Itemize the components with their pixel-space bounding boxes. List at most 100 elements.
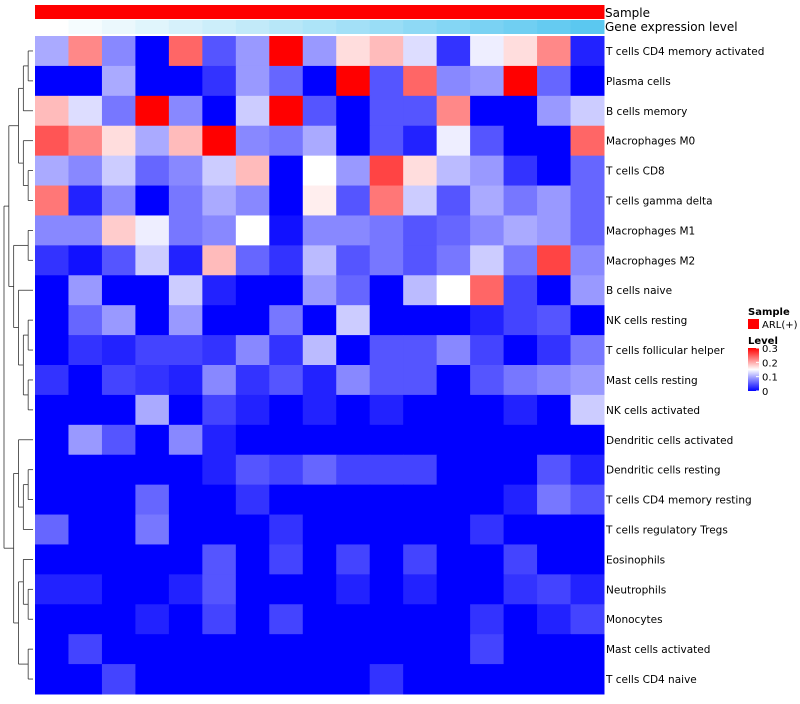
heatmap-cell xyxy=(336,604,371,635)
annotation-label-gene-expression: Gene expression level xyxy=(605,20,738,34)
row-label: Macrophages M0 xyxy=(606,136,695,148)
annotation-cell-gene-expression xyxy=(135,20,170,34)
heatmap-cell xyxy=(35,544,69,575)
heatmap-cell xyxy=(537,394,572,426)
heatmap-cell xyxy=(302,544,337,575)
heatmap-cell xyxy=(436,365,471,396)
heatmap-cell xyxy=(336,305,371,336)
heatmap-cell xyxy=(336,424,371,456)
heatmap-cell xyxy=(35,95,69,127)
legend-level-title: Level xyxy=(748,336,778,347)
heatmap-cell xyxy=(503,454,538,486)
annotation-cell-sample xyxy=(135,5,170,19)
heatmap-cell xyxy=(302,335,337,366)
heatmap-cell xyxy=(35,245,69,276)
heatmap-cell xyxy=(168,215,203,246)
heatmap-cell xyxy=(101,335,136,366)
row-dendrogram xyxy=(3,50,33,680)
heatmap-cell xyxy=(302,604,337,635)
heatmap-cell xyxy=(302,36,337,67)
heatmap-cell xyxy=(537,275,572,306)
heatmap-cell xyxy=(269,155,304,187)
annotation-cell-sample xyxy=(269,5,304,19)
heatmap-cell xyxy=(269,604,304,635)
annotation-cell-sample xyxy=(168,5,203,19)
heatmap-cell xyxy=(436,544,471,575)
heatmap-cell xyxy=(537,544,572,575)
legend-sample-title: Sample xyxy=(748,307,790,318)
heatmap-cell xyxy=(436,335,471,366)
heatmap-cell xyxy=(68,424,103,456)
heatmap-cell xyxy=(537,305,572,336)
annotation-cell-sample xyxy=(537,5,572,19)
heatmap-cell xyxy=(135,604,170,635)
annotation-cell-gene-expression xyxy=(369,20,404,34)
heatmap-cell xyxy=(235,424,270,456)
heatmap-cell xyxy=(503,365,538,396)
heatmap-cell xyxy=(168,185,203,216)
heatmap-cell xyxy=(202,155,237,187)
heatmap-cell xyxy=(168,424,203,456)
heatmap-cell xyxy=(537,65,572,97)
heatmap-cell xyxy=(235,245,270,276)
heatmap-cell xyxy=(202,275,237,306)
annotation-cell-gene-expression xyxy=(302,20,337,34)
heatmap-cell xyxy=(269,454,304,486)
heatmap-cell xyxy=(101,544,136,575)
heatmap-cell xyxy=(503,514,538,545)
row-label: T cells CD8 xyxy=(605,166,665,178)
heatmap-cell xyxy=(470,574,505,605)
annotation-cell-sample xyxy=(202,5,237,19)
heatmap-cell xyxy=(336,514,371,545)
heatmap-cell xyxy=(336,335,371,366)
heatmap-cell xyxy=(436,185,471,216)
heatmap-cell xyxy=(101,245,136,276)
annotation-cell-sample xyxy=(403,5,438,19)
heatmap-cell xyxy=(570,394,605,426)
row-label: T cells CD4 memory activated xyxy=(605,46,764,58)
heatmap-cell xyxy=(135,185,170,216)
heatmap-cell xyxy=(470,36,505,67)
heatmap-cell xyxy=(168,604,203,635)
heatmap-cell xyxy=(101,394,136,426)
annotation-cell-gene-expression xyxy=(570,20,605,34)
heatmap-cell xyxy=(302,185,337,216)
legend-tick-label: 0.2 xyxy=(762,358,778,369)
heatmap-cell xyxy=(537,424,572,456)
heatmap-cell xyxy=(269,544,304,575)
heatmap-cell xyxy=(168,245,203,276)
heatmap-cell xyxy=(570,305,605,336)
heatmap-cell xyxy=(269,365,304,396)
heatmap-cell xyxy=(101,275,136,306)
heatmap-cell xyxy=(436,155,471,187)
heatmap-cell xyxy=(436,125,471,157)
heatmap-cell xyxy=(68,574,103,605)
heatmap-cell xyxy=(336,574,371,605)
heatmap-cell xyxy=(235,305,270,336)
heatmap-cell xyxy=(470,155,505,187)
heatmap-cell xyxy=(403,604,438,635)
heatmap-cell xyxy=(537,604,572,635)
heatmap-cell xyxy=(168,634,203,665)
heatmap-cell xyxy=(570,275,605,306)
annotation-cell-gene-expression xyxy=(68,20,103,34)
row-label: Neutrophils xyxy=(606,584,666,596)
heatmap-cell xyxy=(570,125,605,157)
legend-tick-label: 0.3 xyxy=(762,344,778,355)
heatmap-cell xyxy=(436,95,471,127)
heatmap-cell xyxy=(202,95,237,127)
heatmap-cell xyxy=(68,305,103,336)
heatmap-cell xyxy=(101,365,136,396)
annotation-cell-gene-expression xyxy=(168,20,203,34)
legend-level-colorbar xyxy=(748,348,759,391)
heatmap-cell xyxy=(369,544,404,575)
annotation-cell-sample xyxy=(35,5,69,19)
annotation-cell-gene-expression xyxy=(35,20,69,34)
heatmap-cell xyxy=(403,215,438,246)
heatmap-cell xyxy=(269,65,304,97)
heatmap-cell xyxy=(436,215,471,246)
heatmap-cell xyxy=(168,95,203,127)
heatmap-cell xyxy=(537,155,572,187)
heatmap-cell xyxy=(269,95,304,127)
legend-sample-swatch xyxy=(748,319,759,329)
